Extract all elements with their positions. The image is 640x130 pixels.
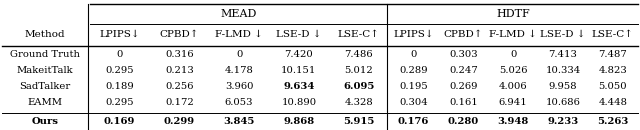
Text: 0.189: 0.189 [105,82,134,91]
Text: 0.299: 0.299 [164,117,195,126]
Text: 7.486: 7.486 [344,50,373,59]
Text: 0.169: 0.169 [104,117,135,126]
Text: 0.304: 0.304 [399,98,428,107]
Text: CPBD↑: CPBD↑ [444,30,483,39]
Text: 5.915: 5.915 [343,117,374,126]
Text: SadTalker: SadTalker [20,82,71,91]
Text: LSE-D ↓: LSE-D ↓ [276,30,322,39]
Text: 0.316: 0.316 [165,50,194,59]
Text: 3.960: 3.960 [225,82,253,91]
Text: LSE-C↑: LSE-C↑ [338,30,380,39]
Text: 4.328: 4.328 [344,98,373,107]
Text: 3.845: 3.845 [223,117,255,126]
Text: MakeitTalk: MakeitTalk [17,66,74,75]
Text: 10.151: 10.151 [281,66,317,75]
Text: 4.178: 4.178 [225,66,253,75]
Text: CPBD↑: CPBD↑ [159,30,199,39]
Text: 0.161: 0.161 [449,98,477,107]
Text: 0.256: 0.256 [165,82,193,91]
Text: 0.295: 0.295 [105,98,134,107]
Text: Method: Method [25,30,65,39]
Text: 0.176: 0.176 [397,117,429,126]
Text: 4.006: 4.006 [499,82,527,91]
Text: 5.012: 5.012 [344,66,373,75]
Text: 7.413: 7.413 [548,50,577,59]
Text: 7.420: 7.420 [285,50,313,59]
Text: 9.634: 9.634 [283,82,315,91]
Text: 7.487: 7.487 [598,50,627,59]
Text: 0: 0 [116,50,123,59]
Text: 5.026: 5.026 [499,66,527,75]
Text: 0.172: 0.172 [165,98,194,107]
Text: 0.269: 0.269 [449,82,477,91]
Text: 0.295: 0.295 [105,66,134,75]
Text: 0.213: 0.213 [165,66,194,75]
Text: MEAD: MEAD [221,9,257,19]
Text: 0: 0 [510,50,516,59]
Text: 5.263: 5.263 [597,117,628,126]
Text: F-LMD ↓: F-LMD ↓ [489,30,537,39]
Text: 10.334: 10.334 [545,66,580,75]
Text: 9.233: 9.233 [547,117,579,126]
Text: 4.448: 4.448 [598,98,627,107]
Text: 0: 0 [410,50,417,59]
Text: 0.247: 0.247 [449,66,477,75]
Text: 10.686: 10.686 [545,98,580,107]
Text: 6.053: 6.053 [225,98,253,107]
Text: 9.868: 9.868 [284,117,314,126]
Text: LPIPS↓: LPIPS↓ [393,30,434,39]
Text: Ground Truth: Ground Truth [10,50,80,59]
Text: Ours: Ours [32,117,59,126]
Text: 3.948: 3.948 [497,117,529,126]
Text: 9.958: 9.958 [548,82,577,91]
Text: LPIPS↓: LPIPS↓ [99,30,140,39]
Text: 0.289: 0.289 [399,66,428,75]
Text: 6.941: 6.941 [499,98,527,107]
Text: LSE-C↑: LSE-C↑ [592,30,634,39]
Text: 5.050: 5.050 [598,82,627,91]
Text: EAMM: EAMM [28,98,63,107]
Text: HDTF: HDTF [496,9,530,19]
Text: 0.303: 0.303 [449,50,477,59]
Text: F-LMD ↓: F-LMD ↓ [215,30,263,39]
Text: 0: 0 [236,50,243,59]
Text: LSE-D ↓: LSE-D ↓ [540,30,586,39]
Text: 6.095: 6.095 [343,82,374,91]
Text: 4.823: 4.823 [598,66,627,75]
Text: 0.280: 0.280 [447,117,479,126]
Text: 0.195: 0.195 [399,82,428,91]
Text: 10.890: 10.890 [282,98,316,107]
